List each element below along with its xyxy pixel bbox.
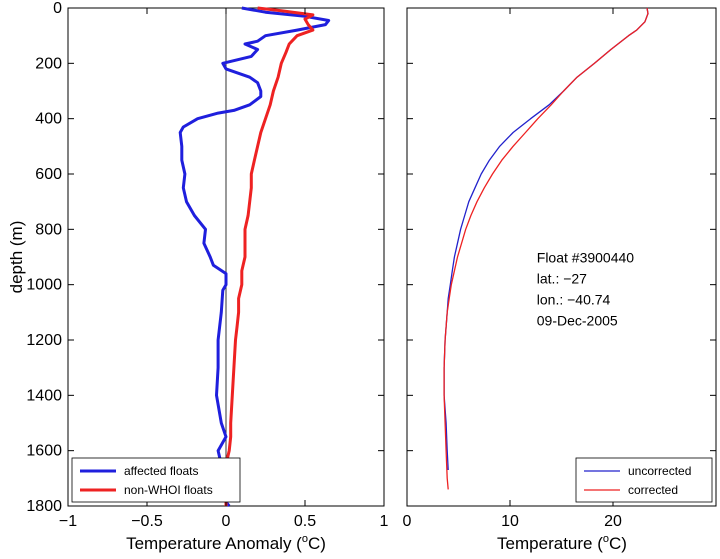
left-series-layer xyxy=(178,6,331,507)
legend-entry: uncorrected xyxy=(628,464,691,478)
x-tick-label: −0.5 xyxy=(131,513,163,530)
right-series-layer xyxy=(443,7,649,490)
right-x-axis-label-tail: C) xyxy=(609,534,627,553)
y-tick-label: 1400 xyxy=(26,387,62,404)
x-tick-label: 0.5 xyxy=(294,513,316,530)
x-tick-label: 20 xyxy=(604,513,622,530)
x-tick-label: 10 xyxy=(501,513,519,530)
legend-entry: affected floats xyxy=(124,464,199,478)
left-legend: affected floats non-WHOI floats xyxy=(71,457,241,503)
right-panel: 0 10 20 uncorrected corrected Float #390044… xyxy=(403,7,717,553)
y-tick-label: 1000 xyxy=(26,277,62,294)
y-tick-label: 0 xyxy=(53,0,62,17)
annotation-line: lon.: −40.74 xyxy=(537,292,611,308)
y-tick-label: 600 xyxy=(35,166,62,183)
left-x-axis-label-main: Temperature Anomaly ( xyxy=(126,534,302,553)
legend-box xyxy=(71,457,241,503)
right-ticks-layer: 0 10 20 xyxy=(403,7,716,530)
annotation-line: 09-Dec-2005 xyxy=(537,313,618,329)
legend-entry: corrected xyxy=(628,483,678,497)
left-x-axis-label-tail: C) xyxy=(308,534,326,553)
left-x-axis-label-degree: o xyxy=(302,533,308,545)
x-tick-label: 0 xyxy=(403,513,412,530)
y-tick-label: 1800 xyxy=(26,498,62,515)
series-line-affected-floats xyxy=(178,6,331,507)
series-line-uncorrected xyxy=(443,7,649,471)
series-line-non-whoi-floats xyxy=(224,6,315,506)
right-plot-frame xyxy=(406,7,717,507)
legend-entry: non-WHOI floats xyxy=(124,483,213,497)
annotation-line: lat.: −27 xyxy=(537,271,587,287)
float-info-annotation: Float #3900440 lat.: −27 lon.: −40.74 09-De… xyxy=(537,250,635,329)
left-ticks-layer: −1 −0.5 0 0.5 1 0 200 400 600 800 1000 1200 1400 1600… xyxy=(26,0,388,530)
y-tick-label: 1200 xyxy=(26,332,62,349)
x-tick-label: 1 xyxy=(380,513,389,530)
right-legend: uncorrected corrected xyxy=(575,457,713,503)
right-x-axis-label: Temperature (oC) xyxy=(497,533,627,553)
y-tick-label: 200 xyxy=(35,55,62,72)
y-tick-label: 400 xyxy=(35,111,62,128)
legend-box xyxy=(575,457,713,503)
x-tick-label: −1 xyxy=(59,513,77,530)
right-x-axis-label-main: Temperature ( xyxy=(497,534,603,553)
x-tick-label: 0 xyxy=(222,513,231,530)
y-tick-label: 800 xyxy=(35,221,62,238)
y-tick-label: 1600 xyxy=(26,443,62,460)
left-x-axis-label: Temperature Anomaly (oC) xyxy=(126,533,326,553)
series-line-corrected xyxy=(443,7,649,490)
right-x-axis-label-degree: o xyxy=(603,533,609,545)
left-y-axis-label: depth (m) xyxy=(7,221,26,294)
left-panel: −1 −0.5 0 0.5 1 0 200 400 600 800 1000 1200 1400 1600… xyxy=(7,0,389,553)
annotation-line: Float #3900440 xyxy=(537,250,635,266)
